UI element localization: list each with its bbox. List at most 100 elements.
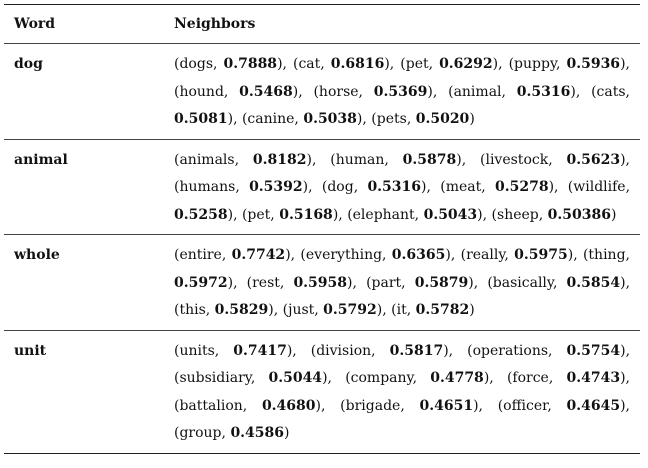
neighbors-cell: (dogs, 0.7888), (cat, 0.6816), (pet, 0.6… xyxy=(174,56,630,128)
similarity-score: 0.6292 xyxy=(439,56,493,72)
similarity-score: 0.5043 xyxy=(423,206,478,223)
similarity-score: 0.5754 xyxy=(566,342,621,359)
similarity-score: 0.4651 xyxy=(419,397,474,414)
neighbor-pair: (officer, 0.4645) xyxy=(497,397,626,414)
similarity-score: 0.50386 xyxy=(547,206,611,223)
row-rule xyxy=(4,329,640,331)
neighbor-pair: (this, 0.5829) xyxy=(174,302,274,318)
similarity-score: 0.5038 xyxy=(303,111,357,127)
similarity-score: 0.4743 xyxy=(566,370,621,386)
similarity-score: 0.5044 xyxy=(268,370,323,386)
similarity-score: 0.5369 xyxy=(373,83,428,100)
similarity-score: 0.5782 xyxy=(415,302,470,318)
neighbors-table: Word Neighbors dog (dogs, 0.7888), (cat, … xyxy=(4,4,640,454)
neighbor-pair: (rest, 0.5958) xyxy=(246,274,353,291)
neighbor-pair: (brigade, 0.4651) xyxy=(340,397,479,414)
similarity-score: 0.5316 xyxy=(516,83,571,100)
neighbor-pair: (thing, 0.5972) xyxy=(174,247,630,291)
neighbor-pair: (really, 0.5975) xyxy=(460,247,574,263)
similarity-score: 0.4586 xyxy=(230,425,285,441)
word-cell: unit xyxy=(14,342,47,359)
neighbor-pair: (pet, 0.6292) xyxy=(400,56,499,72)
neighbor-pair: (it, 0.5782) xyxy=(391,302,475,318)
neighbor-pair: (animals, 0.8182) xyxy=(174,151,312,168)
table-row: unit (units, 0.7417), (division, 0.5817),… xyxy=(4,331,640,453)
similarity-score: 0.5972 xyxy=(174,274,228,291)
neighbor-pair: (cat, 0.6816) xyxy=(293,56,390,72)
word-cell: dog xyxy=(14,56,43,72)
neighbor-pair: (dogs, 0.7888) xyxy=(174,56,283,72)
header-rule xyxy=(4,43,640,44)
neighbor-pair: (horse, 0.5369) xyxy=(313,83,433,100)
table-header: Word Neighbors xyxy=(4,5,640,43)
neighbor-pair: (elephant, 0.5043) xyxy=(347,206,483,223)
similarity-score: 0.5936 xyxy=(566,56,621,72)
neighbor-pair: (operations, 0.5754) xyxy=(467,342,626,359)
neighbor-pair: (force, 0.4743) xyxy=(506,370,626,386)
similarity-score: 0.4680 xyxy=(261,397,316,414)
similarity-score: 0.7888 xyxy=(223,56,278,72)
neighbor-pair: (dog, 0.5316) xyxy=(321,179,427,195)
neighbor-pair: (pet, 0.5168) xyxy=(241,206,339,223)
similarity-score: 0.5817 xyxy=(389,342,444,359)
neighbor-pair: (livestock, 0.5623) xyxy=(480,151,626,168)
neighbor-pair: (subsidiary, 0.5044) xyxy=(174,370,328,386)
neighbor-pair: (wildlife, 0.5258) xyxy=(174,179,631,223)
similarity-score: 0.6816 xyxy=(330,56,385,72)
similarity-score: 0.4778 xyxy=(430,370,484,386)
neighbor-pair: (pets, 0.5020) xyxy=(371,111,475,127)
similarity-score: 0.5878 xyxy=(402,151,457,168)
similarity-score: 0.5958 xyxy=(293,274,348,291)
similarity-score: 0.5258 xyxy=(174,206,228,223)
similarity-score: 0.5854 xyxy=(566,274,621,291)
similarity-score: 0.4645 xyxy=(566,397,621,414)
neighbor-pair: (entire, 0.7742) xyxy=(174,247,291,263)
similarity-score: 0.7417 xyxy=(233,342,287,359)
similarity-score: 0.5829 xyxy=(214,302,269,318)
table-row: whole (entire, 0.7742), (everything, 0.63… xyxy=(4,235,640,330)
similarity-score: 0.5168 xyxy=(279,206,333,223)
header-neighbors: Neighbors xyxy=(174,16,256,32)
neighbor-pair: (hound, 0.5468) xyxy=(174,83,299,100)
neighbor-pair: (meat, 0.5278) xyxy=(440,179,555,195)
word-cell: whole xyxy=(14,247,60,263)
table-row: animal (animals, 0.8182), (human, 0.5878)… xyxy=(4,140,640,235)
header-word: Word xyxy=(14,16,56,32)
top-rule xyxy=(4,4,640,5)
neighbor-pair: (division, 0.5817) xyxy=(310,342,449,359)
similarity-score: 0.5623 xyxy=(566,151,621,168)
similarity-score: 0.5468 xyxy=(239,83,293,100)
neighbors-cell: (units, 0.7417), (division, 0.5817), (op… xyxy=(174,342,631,442)
neighbor-pair: (human, 0.5878) xyxy=(330,151,462,168)
table-row: dog (dogs, 0.7888), (cat, 0.6816), (pet, … xyxy=(4,44,640,139)
neighbor-pair: (basically, 0.5854) xyxy=(487,274,626,291)
similarity-score: 0.5081 xyxy=(174,111,228,127)
similarity-score: 0.5879 xyxy=(414,274,469,291)
neighbors-cell: (animals, 0.8182), (human, 0.5878), (liv… xyxy=(174,151,631,223)
similarity-score: 0.5278 xyxy=(494,179,549,195)
neighbor-pair: (cats, 0.5081) xyxy=(174,83,630,128)
neighbor-pair: (puppy, 0.5936) xyxy=(508,56,626,72)
similarity-score: 0.6365 xyxy=(391,247,446,263)
neighbor-pair: (units, 0.7417) xyxy=(174,342,293,359)
similarity-score: 0.5316 xyxy=(367,179,422,195)
neighbor-pair: (battalion, 0.4680) xyxy=(174,397,321,414)
neighbors-cell: (entire, 0.7742), (everything, 0.6365), … xyxy=(174,247,631,318)
row-rule xyxy=(4,234,640,235)
similarity-score: 0.5975 xyxy=(514,247,568,263)
neighbor-pair: (animal, 0.5316) xyxy=(448,83,576,100)
word-cell: animal xyxy=(14,151,68,168)
neighbor-pair: (just, 0.5792) xyxy=(282,302,383,318)
neighbor-pair: (sheep, 0.50386) xyxy=(491,206,617,223)
neighbor-pair: (humans, 0.5392) xyxy=(174,179,309,195)
row-rule xyxy=(4,138,640,140)
similarity-score: 0.8182 xyxy=(252,151,307,168)
neighbor-pair: (everything, 0.6365) xyxy=(300,247,451,263)
neighbor-pair: (canine, 0.5038) xyxy=(241,111,363,127)
similarity-score: 0.5020 xyxy=(415,111,470,127)
table-body: dog (dogs, 0.7888), (cat, 0.6816), (pet, … xyxy=(4,44,640,454)
neighbor-pair: (group, 0.4586) xyxy=(174,425,290,441)
neighbor-pair: (company, 0.4778) xyxy=(345,370,490,386)
row-rule xyxy=(4,452,640,454)
similarity-score: 0.7742 xyxy=(231,247,286,263)
